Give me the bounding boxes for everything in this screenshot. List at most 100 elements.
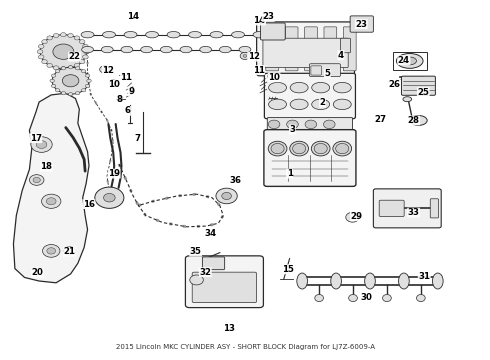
Ellipse shape	[396, 54, 423, 68]
Text: 17: 17	[30, 134, 42, 143]
Text: 11: 11	[252, 66, 265, 75]
Circle shape	[42, 40, 48, 44]
FancyBboxPatch shape	[265, 73, 355, 119]
Circle shape	[55, 69, 60, 73]
Text: 13: 13	[223, 324, 236, 333]
Circle shape	[51, 84, 56, 87]
Text: 20: 20	[32, 268, 44, 277]
Circle shape	[47, 198, 56, 205]
Circle shape	[38, 44, 44, 49]
Circle shape	[84, 50, 89, 54]
Circle shape	[61, 91, 66, 95]
Circle shape	[68, 66, 74, 70]
Circle shape	[79, 40, 85, 44]
Ellipse shape	[253, 31, 266, 38]
Text: 30: 30	[360, 293, 372, 302]
Text: 8: 8	[116, 95, 122, 104]
Ellipse shape	[403, 97, 412, 102]
Text: 36: 36	[229, 176, 241, 185]
Text: 2: 2	[319, 98, 325, 107]
Polygon shape	[13, 93, 89, 283]
Circle shape	[74, 36, 80, 40]
FancyBboxPatch shape	[341, 38, 351, 53]
FancyBboxPatch shape	[311, 66, 321, 75]
Ellipse shape	[403, 57, 416, 65]
FancyBboxPatch shape	[263, 38, 348, 68]
Text: 28: 28	[408, 116, 419, 125]
Circle shape	[268, 120, 280, 129]
Circle shape	[85, 84, 90, 87]
Ellipse shape	[81, 31, 94, 38]
Text: 34: 34	[204, 229, 216, 238]
Text: 9: 9	[128, 87, 134, 96]
FancyBboxPatch shape	[430, 199, 439, 218]
Ellipse shape	[239, 46, 251, 53]
Text: 5: 5	[324, 69, 330, 78]
Text: 23: 23	[262, 13, 274, 22]
Circle shape	[42, 60, 48, 64]
Circle shape	[81, 89, 86, 92]
Text: 24: 24	[398, 56, 410, 65]
Ellipse shape	[331, 273, 342, 289]
Circle shape	[47, 248, 55, 254]
Circle shape	[47, 36, 52, 40]
Text: 2015 Lincoln MKC CYLINDER ASY - SHORT BLOCK Diagram for LJ7Z-6009-A: 2015 Lincoln MKC CYLINDER ASY - SHORT BL…	[116, 344, 374, 350]
Ellipse shape	[290, 82, 308, 93]
Ellipse shape	[102, 31, 116, 38]
Circle shape	[68, 33, 74, 37]
Ellipse shape	[189, 31, 201, 38]
Text: 31: 31	[418, 272, 430, 281]
Circle shape	[61, 67, 66, 71]
Circle shape	[95, 187, 124, 208]
Text: 33: 33	[408, 208, 419, 217]
Circle shape	[62, 75, 79, 87]
Ellipse shape	[433, 273, 443, 289]
Text: 14: 14	[253, 16, 266, 25]
Text: 22: 22	[69, 52, 80, 61]
Circle shape	[64, 247, 75, 255]
Text: 27: 27	[374, 114, 387, 123]
Circle shape	[74, 63, 80, 67]
Circle shape	[31, 137, 52, 152]
FancyBboxPatch shape	[261, 23, 285, 40]
Text: 10: 10	[268, 73, 280, 82]
Circle shape	[79, 60, 85, 64]
Circle shape	[53, 66, 59, 70]
Ellipse shape	[333, 99, 351, 109]
Ellipse shape	[210, 31, 223, 38]
Ellipse shape	[141, 46, 152, 53]
FancyBboxPatch shape	[185, 256, 264, 307]
Ellipse shape	[271, 143, 284, 154]
Ellipse shape	[312, 82, 330, 93]
FancyBboxPatch shape	[309, 64, 341, 77]
Text: 25: 25	[417, 87, 429, 96]
Circle shape	[36, 141, 47, 148]
Text: 3: 3	[290, 125, 295, 134]
Text: 29: 29	[350, 212, 363, 221]
FancyBboxPatch shape	[373, 189, 441, 228]
FancyBboxPatch shape	[257, 22, 354, 76]
Circle shape	[37, 50, 43, 54]
Ellipse shape	[121, 46, 133, 53]
Ellipse shape	[333, 141, 352, 156]
FancyBboxPatch shape	[350, 16, 373, 32]
Circle shape	[69, 66, 73, 69]
FancyBboxPatch shape	[266, 27, 279, 71]
Text: 19: 19	[108, 169, 120, 178]
Text: 32: 32	[199, 267, 211, 276]
Text: 11: 11	[121, 73, 132, 82]
Circle shape	[287, 120, 298, 129]
Ellipse shape	[297, 273, 308, 289]
Circle shape	[43, 244, 60, 257]
Text: 15: 15	[282, 265, 294, 274]
Circle shape	[83, 55, 88, 59]
Ellipse shape	[336, 143, 349, 154]
Circle shape	[346, 212, 359, 222]
Text: 21: 21	[64, 247, 75, 256]
Ellipse shape	[398, 273, 409, 289]
FancyBboxPatch shape	[285, 27, 298, 71]
Ellipse shape	[82, 46, 94, 53]
Circle shape	[305, 120, 317, 129]
Circle shape	[83, 44, 88, 49]
Circle shape	[53, 44, 74, 59]
